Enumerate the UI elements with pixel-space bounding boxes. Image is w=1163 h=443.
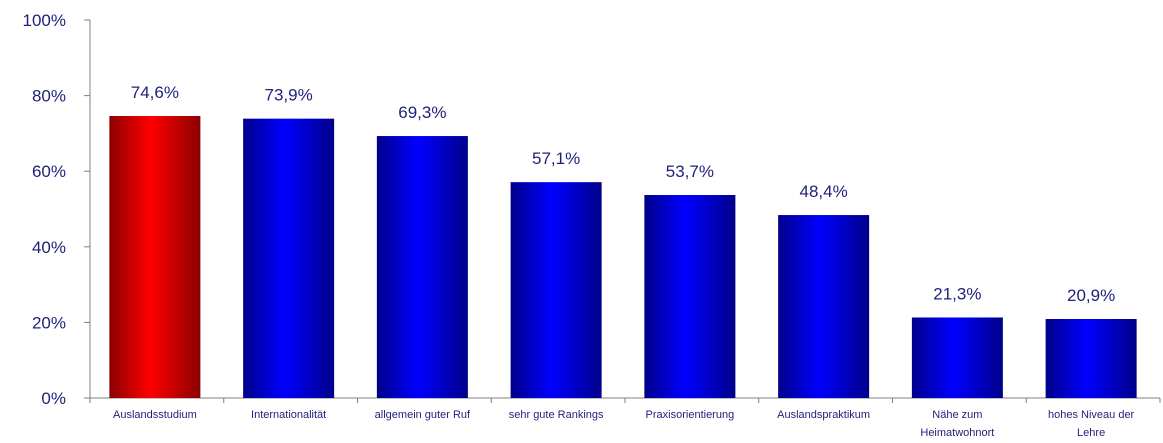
category-label: allgemein guter Ruf bbox=[375, 409, 471, 421]
category-label: Praxisorientierung bbox=[646, 409, 735, 421]
bar bbox=[376, 136, 468, 398]
category-label: hohes Niveau der Lehre bbox=[1048, 409, 1135, 439]
data-label: 20,9% bbox=[1067, 286, 1115, 305]
category-label: Auslandspraktikum bbox=[777, 409, 870, 421]
y-tick-label: 20% bbox=[32, 313, 66, 332]
bars bbox=[109, 116, 1137, 399]
y-tick-label: 80% bbox=[32, 87, 66, 106]
data-label: 73,9% bbox=[265, 86, 313, 105]
category-label: Nähe zum Heimatwohnort bbox=[920, 409, 994, 439]
bar bbox=[243, 118, 335, 399]
bar bbox=[510, 182, 602, 398]
bar bbox=[644, 195, 736, 398]
category-label: Auslandsstudium bbox=[113, 409, 197, 421]
bar bbox=[778, 215, 870, 398]
data-label: 57,1% bbox=[532, 149, 580, 168]
data-label: 74,6% bbox=[131, 83, 179, 102]
data-label: 53,7% bbox=[666, 162, 714, 181]
bar bbox=[911, 317, 1003, 398]
data-label: 21,3% bbox=[933, 284, 981, 303]
y-tick-label: 60% bbox=[32, 162, 66, 181]
data-label: 48,4% bbox=[800, 182, 848, 201]
bar-highlight bbox=[109, 116, 201, 399]
category-label: Internationalität bbox=[251, 409, 326, 421]
labels: 74,6% Auslandsstudium 73,9% Internationalit… bbox=[113, 83, 1135, 439]
bar bbox=[1045, 318, 1137, 398]
y-tick-label: 40% bbox=[32, 238, 66, 257]
y-tick-label: 100% bbox=[23, 11, 66, 30]
data-label: 69,3% bbox=[398, 103, 446, 122]
category-label: sehr gute Rankings bbox=[509, 409, 604, 421]
y-tick-label: 0% bbox=[41, 389, 66, 408]
